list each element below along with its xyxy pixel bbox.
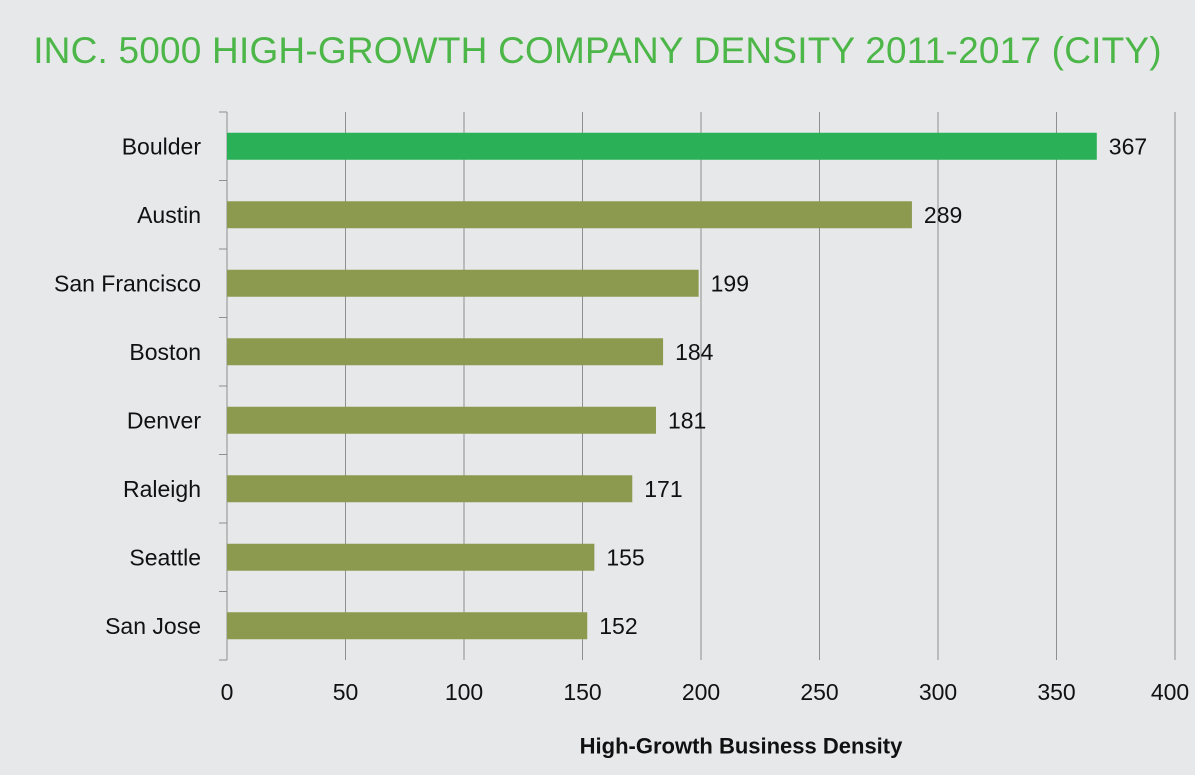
category-label-austin: Austin xyxy=(137,202,201,228)
data-label-boston: 184 xyxy=(675,339,714,365)
x-tick-label-250: 250 xyxy=(800,679,838,705)
bar-austin xyxy=(227,201,912,229)
bar-denver xyxy=(227,406,656,434)
x-tick-label-400: 400 xyxy=(1151,679,1189,705)
bar-boulder xyxy=(227,132,1097,160)
category-label-boston: Boston xyxy=(129,339,201,365)
chart-title: INC. 5000 HIGH-GROWTH COMPANY DENSITY 20… xyxy=(33,30,1162,71)
category-label-seattle: Seattle xyxy=(129,544,201,570)
data-label-seattle: 155 xyxy=(606,544,644,570)
category-label-san-jose: San Jose xyxy=(105,613,201,639)
data-label-boulder: 367 xyxy=(1109,133,1147,159)
category-label-raleigh: Raleigh xyxy=(123,476,201,502)
data-label-san-jose: 152 xyxy=(599,613,637,639)
category-label-denver: Denver xyxy=(127,407,201,433)
x-tick-label-0: 0 xyxy=(221,679,234,705)
category-label-san-francisco: San Francisco xyxy=(54,270,201,296)
x-tick-label-200: 200 xyxy=(682,679,720,705)
data-label-denver: 181 xyxy=(668,407,706,433)
x-tick-label-150: 150 xyxy=(563,679,601,705)
bar-seattle xyxy=(227,543,595,571)
data-label-san-francisco: 199 xyxy=(711,270,749,296)
bar-raleigh xyxy=(227,475,633,503)
x-axis-title: High-Growth Business Density xyxy=(580,734,903,759)
x-tick-label-300: 300 xyxy=(919,679,957,705)
bar-boston xyxy=(227,338,664,366)
data-label-raleigh: 171 xyxy=(644,476,682,502)
category-label-boulder: Boulder xyxy=(122,133,202,159)
bar-san-jose xyxy=(227,612,588,640)
x-tick-label-50: 50 xyxy=(333,679,359,705)
x-tick-label-100: 100 xyxy=(445,679,483,705)
x-tick-label-350: 350 xyxy=(1037,679,1075,705)
bar-san-francisco xyxy=(227,269,699,297)
data-label-austin: 289 xyxy=(924,202,962,228)
